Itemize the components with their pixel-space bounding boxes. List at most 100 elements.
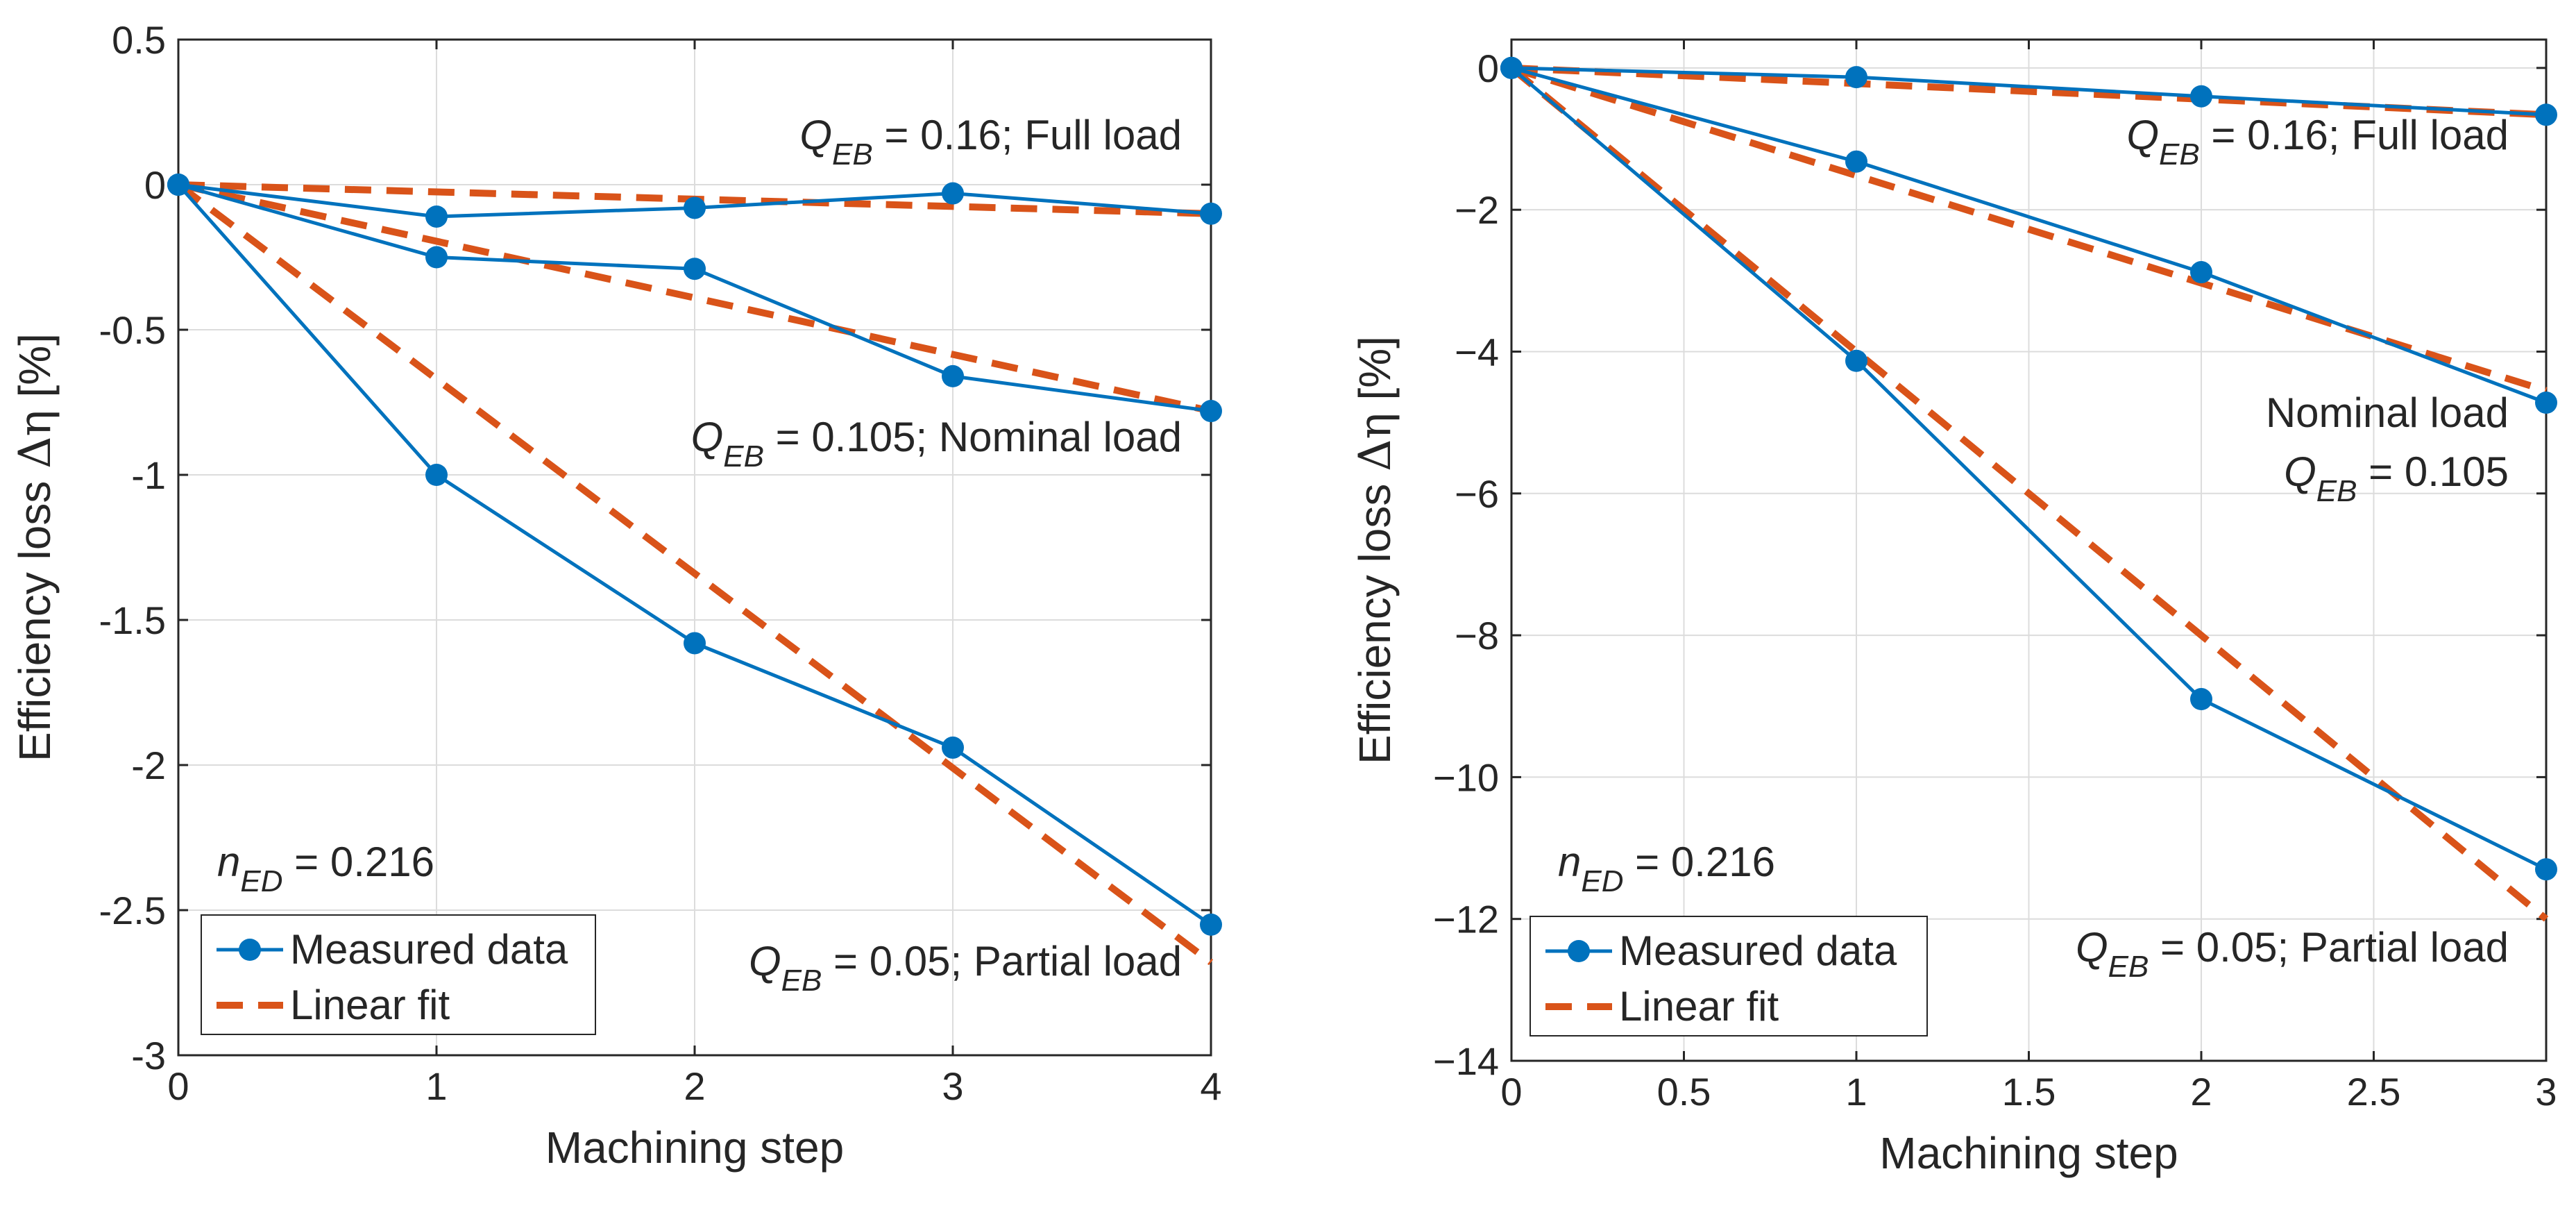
annotation-subscript: EB <box>781 964 822 998</box>
annotation-subscript: ED <box>240 864 282 898</box>
legend: Measured data Linear fit <box>201 914 596 1035</box>
x-tick-label: 2 <box>2190 1070 2212 1114</box>
annotation-ned: nED = 0.216 <box>1558 839 1775 898</box>
legend-measured-marker <box>239 939 261 961</box>
annotation-text: = 0.16; Full load <box>2200 112 2509 158</box>
x-axis-label: Machining step <box>545 1123 844 1173</box>
legend-label-fit: Linear fit <box>290 982 450 1028</box>
chart-panel-2: 0 0.5 1 1.5 2 2.5 3 0 −2 −4 −6 −8 −10 −12 −14 Machining… <box>1350 38 2557 1178</box>
x-tick-label: 3 <box>942 1064 963 1108</box>
y-tick-label: -1 <box>131 453 166 497</box>
y-tick-label: -1.5 <box>99 598 167 642</box>
x-tick-label: 2 <box>684 1064 705 1108</box>
y-tick-label: -0.5 <box>99 308 167 352</box>
annotation-text: = 0.105 <box>2357 448 2509 495</box>
y-axis-label: Efficiency loss Δη [%] <box>10 333 61 762</box>
y-tick-label: −10 <box>1433 755 1499 799</box>
data-point <box>2535 392 2557 414</box>
measured-line-nominal <box>1511 66 2547 405</box>
annotation-variable: n <box>217 839 240 885</box>
data-point <box>425 205 448 228</box>
linear-fit-nominal-series <box>1510 65 2548 394</box>
annotation-text: Nominal load <box>2266 389 2509 436</box>
measured-partial-series <box>167 174 1222 936</box>
x-tick-label: 1.5 <box>2002 1070 2056 1114</box>
data-point <box>684 196 706 219</box>
annotation-partial: QEB = 0.05; Partial load <box>749 938 1182 998</box>
y-tick-label: −4 <box>1455 330 1499 374</box>
data-point <box>942 736 964 759</box>
y-tick-label: −8 <box>1455 614 1499 657</box>
data-point <box>2190 85 2212 108</box>
y-tick-label: -2 <box>131 744 166 787</box>
annotation-text: = 0.105; Nominal load <box>764 414 1182 460</box>
measured-line-partial <box>1510 66 2548 871</box>
annotation-text: = 0.216 <box>1624 839 1776 885</box>
data-point <box>1845 150 1867 173</box>
linear-fit-full-series <box>1511 64 2547 119</box>
annotation-subscript: ED <box>1581 864 1623 898</box>
linear-fit-partial-series <box>176 182 1214 966</box>
y-tick-label: −12 <box>1433 898 1499 941</box>
annotation-subscript: EB <box>2159 137 2200 171</box>
data-point <box>2190 261 2212 284</box>
data-point <box>167 174 189 196</box>
linear-fit-nominal-series <box>177 181 1212 414</box>
legend-label-fit: Linear fit <box>1619 983 1779 1030</box>
chart-panel-1: 0 1 2 3 4 0.5 0 -0.5 -1 -1.5 -2 -2.5 -3 Machining ste… <box>10 18 1222 1173</box>
annotation-variable: Q <box>2284 448 2316 495</box>
annotation-full: QEB = 0.16; Full load <box>2126 112 2509 171</box>
y-axis-label-unit: [%] <box>10 333 60 410</box>
x-axis-label: Machining step <box>1879 1128 2178 1178</box>
x-tick-label: 0.5 <box>1657 1070 1711 1114</box>
data-point <box>1200 202 1222 225</box>
annotation-subscript: EB <box>2108 950 2149 984</box>
data-point <box>942 182 964 205</box>
linear-fit-line-partial <box>176 182 1214 966</box>
annotation-nominal-line1: Nominal load <box>2266 389 2509 436</box>
annotation-ned: nED = 0.216 <box>217 839 434 898</box>
data-point <box>942 364 964 387</box>
legend-label-measured: Measured data <box>1619 928 1897 974</box>
data-point <box>684 258 706 280</box>
measured-partial-series <box>1500 56 2557 881</box>
annotation-text: = 0.216 <box>283 839 435 885</box>
y-axis-label-unit: [%] <box>1350 336 1400 412</box>
linear-fit-partial-series <box>1509 65 2549 922</box>
annotation-nominal: QEB = 0.105; Nominal load <box>691 414 1182 473</box>
linear-fit-line-nominal <box>1510 65 2548 394</box>
legend-measured-marker <box>1568 940 1590 962</box>
annotation-subscript: EB <box>832 137 873 171</box>
annotation-variable: Q <box>2076 924 2108 971</box>
legend-box <box>1530 916 1928 1036</box>
linear-fit-line-partial <box>1509 65 2549 922</box>
annotation-variable: Q <box>749 938 781 984</box>
annotation-variable: n <box>1558 839 1581 885</box>
x-tick-label: 2.5 <box>2347 1070 2401 1114</box>
annotation-subscript: EB <box>723 439 764 473</box>
data-point <box>2535 858 2557 881</box>
annotation-subscript: EB <box>2316 474 2357 508</box>
data-point <box>1845 66 1867 89</box>
data-point <box>425 246 448 269</box>
y-tick-label: 0 <box>144 163 166 207</box>
linear-fit-line-full <box>1511 64 2547 119</box>
annotation-text: = 0.05; Partial load <box>2149 924 2509 971</box>
y-tick-label: −14 <box>1433 1039 1499 1083</box>
x-tick-label: 0 <box>1500 1070 1522 1114</box>
data-point <box>1500 56 1523 79</box>
x-tick-label: 4 <box>1200 1064 1221 1108</box>
y-tick-label: 0 <box>1477 47 1499 90</box>
annotation-variable: Q <box>799 112 832 158</box>
y-axis-label-text: Efficiency loss <box>1350 471 1400 764</box>
y-axis-label-symbol: Δη <box>1350 412 1401 471</box>
legend-box <box>201 914 596 1035</box>
y-tick-label: -3 <box>131 1034 166 1077</box>
annotation-full: QEB = 0.16; Full load <box>799 112 1182 171</box>
x-tick-label: 1 <box>425 1064 447 1108</box>
measured-nominal-series <box>167 174 1222 423</box>
x-tick-label: 0 <box>167 1064 189 1108</box>
y-axis-label: Efficiency loss Δη [%] <box>1350 336 1401 764</box>
legend: Measured data Linear fit <box>1530 916 1928 1036</box>
